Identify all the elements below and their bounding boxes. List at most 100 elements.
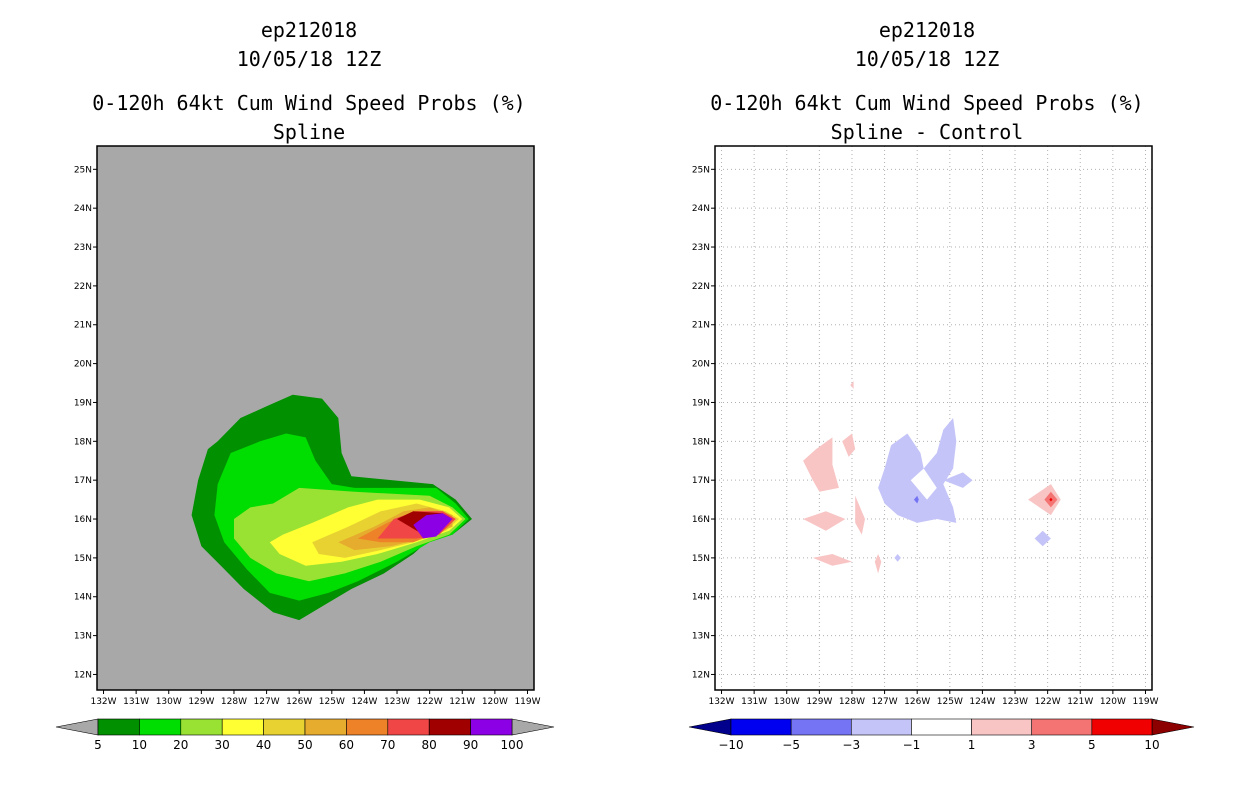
right-ytick-label: 13N (692, 632, 710, 642)
right-ytick-label: 22N (692, 282, 710, 292)
right-xtick-label: 121W (1067, 697, 1093, 707)
right-colorbar-label: −3 (842, 738, 860, 752)
left-colorbar-label: 40 (256, 738, 271, 752)
left-ytick-label: 22N (74, 282, 92, 292)
right-contour-neg3 (913, 495, 919, 504)
right-colorbar-label: 10 (1144, 738, 1159, 752)
right-contour-1 (812, 554, 852, 566)
left-ytick-label: 25N (74, 165, 92, 175)
left-ytick-label: 16N (74, 515, 92, 525)
left-xtick-label: 129W (188, 697, 214, 707)
left-colorbar-label: 100 (501, 738, 524, 752)
left-colorbar-label: 10 (132, 738, 147, 752)
right-title-line3: 0-120h 64kt Cum Wind Speed Probs (%) (710, 91, 1144, 115)
left-colorbar-label: 80 (422, 738, 437, 752)
right-ytick-label: 20N (692, 360, 710, 370)
left-ytick-label: 24N (74, 204, 92, 214)
left-ytick-label: 20N (74, 360, 92, 370)
right-difference-chart: 132W 131W 130W 129W 128W 127W 126W 125W 124W 123W… (688, 145, 1195, 752)
left-colorbar-label: 30 (215, 738, 230, 752)
right-contour-1 (874, 554, 882, 574)
right-xtick-label: 131W (741, 697, 767, 707)
right-ytick-label: 24N (692, 204, 710, 214)
left-colorbar-swatch (428, 718, 471, 736)
right-ytick-label: 21N (692, 321, 710, 331)
right-colorbar-under-arrow (688, 718, 732, 736)
right-ytick-label: 25N (692, 165, 710, 175)
right-contour-5 (1049, 497, 1053, 502)
left-colorbar-label: 50 (297, 738, 312, 752)
left-xtick-label: 132W (90, 697, 116, 707)
right-ytick-label: 16N (692, 515, 710, 525)
right-panel: ep212018 10/05/18 12Z 0-120h 64kt Cum Wi… (618, 0, 1236, 800)
left-title-line2: 10/05/18 12Z (236, 47, 382, 71)
right-colorbar-swatch (911, 718, 972, 736)
left-colorbar-swatch (221, 718, 264, 736)
left-ytick-label: 19N (74, 398, 92, 408)
left-colorbar-label: 70 (380, 738, 395, 752)
right-colorbar-swatch (1091, 718, 1153, 736)
right-title-line1: ep212018 (878, 18, 976, 42)
left-xtick-label: 128W (221, 697, 247, 707)
left-ytick-label: 23N (74, 243, 92, 253)
left-xtick-label: 123W (384, 697, 410, 707)
right-contour-neg1 (878, 418, 957, 523)
right-colorbar-label: −1 (903, 738, 921, 752)
left-xtick-label: 131W (123, 697, 149, 707)
left-xtick-label: 126W (286, 697, 312, 707)
right-colorbar-label: −5 (782, 738, 800, 752)
left-panel: ep212018 10/05/18 12Z 0-120h 64kt Cum Wi… (55, 18, 555, 752)
left-colorbar-label: 90 (463, 738, 478, 752)
right-xtick-label: 125W (937, 697, 963, 707)
right-contour-1 (803, 437, 839, 492)
right-contour-neg1 (894, 554, 901, 562)
left-probability-chart: 132W 131W 130W 129W 128W 127W 126W 125W 124W 123W… (55, 145, 555, 752)
right-subtitle: Spline - Control (830, 120, 1024, 144)
left-xtick-label: 120W (482, 697, 508, 707)
left-xtick-label: 119W (514, 697, 540, 707)
left-ytick-label: 21N (74, 321, 92, 331)
right-colorbar-swatch (730, 718, 792, 736)
right-contour-neg1 (1034, 530, 1051, 547)
right-xtick-label: 123W (1002, 697, 1028, 707)
right-xtick-label: 132W (708, 697, 734, 707)
left-colorbar-under-arrow (55, 718, 99, 736)
right-contour-1 (1028, 484, 1061, 516)
left-xtick-label: 124W (351, 697, 377, 707)
right-plot-background (715, 146, 1152, 690)
right-ytick-label: 14N (692, 593, 710, 603)
right-contour-1 (803, 511, 846, 531)
right-ytick-label: 18N (692, 437, 710, 447)
right-xtick-label: 126W (904, 697, 930, 707)
right-colorbar-label: 5 (1088, 738, 1096, 752)
left-colorbar-swatch (180, 718, 223, 736)
right-title-line2: 10/05/18 12Z (854, 47, 1000, 71)
right-colorbar-swatch (850, 718, 912, 736)
left-ytick-label: 18N (74, 437, 92, 447)
left-ytick-label: 12N (74, 670, 92, 680)
left-plot-frame (96, 145, 535, 691)
left-colorbar-label: 5 (94, 738, 102, 752)
right-contour-neg1 (943, 472, 973, 488)
right-contour-1 (855, 495, 865, 535)
right-contour-gap (910, 468, 937, 500)
left-colorbar-swatch (346, 718, 389, 736)
right-xtick-label: 119W (1132, 697, 1158, 707)
right-ytick-label: 17N (692, 476, 710, 486)
right-colorbar-swatch (971, 718, 1033, 736)
left-colorbar-swatch (304, 718, 347, 736)
right-plot-frame (714, 145, 1153, 691)
right-xtick-label: 129W (806, 697, 832, 707)
right-ytick-label: 12N (692, 670, 710, 680)
right-grid (715, 146, 1152, 690)
right-contour-1 (850, 381, 854, 389)
left-ytick-label: 13N (74, 632, 92, 642)
right-ytick-label: 15N (692, 554, 710, 564)
right-colorbar-swatch (790, 718, 852, 736)
left-title-line3: 0-120h 64kt Cum Wind Speed Probs (%) (92, 91, 526, 115)
left-colorbar-label: 20 (173, 738, 188, 752)
right-xtick-label: 130W (774, 697, 800, 707)
left-ytick-label: 17N (74, 476, 92, 486)
right-xtick-label: 128W (839, 697, 865, 707)
left-xtick-label: 121W (449, 697, 475, 707)
